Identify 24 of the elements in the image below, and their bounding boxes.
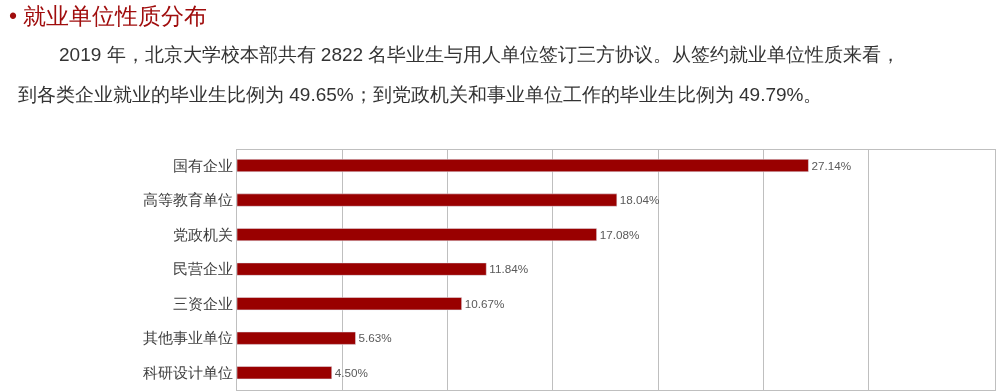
bar: [237, 193, 618, 207]
y-tick-label: 国有企业: [173, 156, 233, 174]
bar: [237, 159, 809, 173]
data-label: 11.84%: [489, 262, 529, 276]
data-label: 18.04%: [619, 193, 660, 207]
y-tick-label: 民营企业: [173, 260, 233, 278]
data-label: 17.08%: [599, 227, 640, 241]
data-label: 4.50%: [334, 365, 368, 379]
bar: [237, 297, 462, 311]
chart-subtitle: 2019 年，北京大学校本部共有 2822 名毕业生与用人单位签订三方协议。从签约就业单位性质来看，: [59, 44, 901, 65]
data-label: 27.14%: [811, 158, 852, 172]
y-tick-label: 科研设计单位: [143, 363, 233, 381]
data-label: 10.67%: [464, 296, 505, 310]
y-tick-label: 三资企业: [173, 294, 233, 312]
y-tick-label: 其他事业单位: [143, 329, 233, 347]
bar: [237, 262, 487, 276]
bar: [237, 331, 356, 345]
text: 到各类企业就业的毕业生比例为 49.65%；到党政机关和事业单位工作的毕业生比例为 49.79%。: [18, 84, 823, 105]
chart-title: • 就业单位性质分布: [9, 3, 208, 29]
bar: [237, 366, 332, 380]
y-tick-label: 高等教育单位: [143, 191, 233, 209]
bar: [237, 228, 597, 242]
y-tick-label: 党政机关: [173, 225, 233, 243]
data-label: 5.63%: [358, 331, 392, 345]
